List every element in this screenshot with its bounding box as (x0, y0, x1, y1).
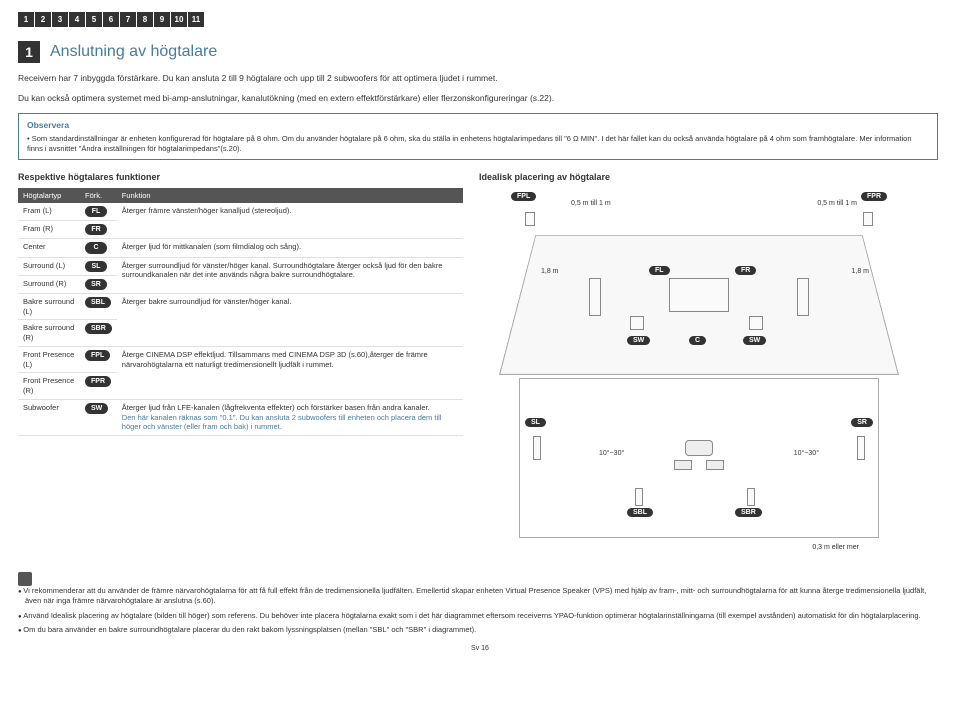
cell-type: Bakre surround (L) (18, 293, 80, 320)
nav-11[interactable]: 11 (188, 12, 204, 27)
cell-func: Återge CINEMA DSP effektljud. Tillsamman… (117, 346, 463, 399)
hint-icon (18, 572, 32, 586)
cell-func: Återger ljud för mittkanalen (som filmdi… (117, 239, 463, 257)
cell-func: Återger ljud från LFE-kanalen (lågfrekve… (117, 399, 463, 435)
nav-4[interactable]: 4 (69, 12, 85, 27)
placement-diagram: FPL FPR 0,5 m till 1 m 0,5 m till 1 m FL… (479, 188, 919, 558)
intro-p2: Du kan också optimera systemet med bi-am… (18, 93, 638, 105)
left-subtitle: Respektive högtalares funktioner (18, 172, 463, 182)
right-subtitle: Idealisk placering av högtalare (479, 172, 939, 182)
label-sl: SL (525, 418, 546, 427)
cell-type: Bakre surround (R) (18, 320, 80, 347)
abbr-badge: SL (85, 261, 107, 272)
page-nav: 1 2 3 4 5 6 7 8 9 10 11 (18, 12, 942, 27)
label-fpr: FPR (861, 192, 887, 201)
angle-r: 10°~30° (794, 450, 819, 457)
cell-type: Center (18, 239, 80, 257)
dist-side-l: 1,8 m (541, 268, 559, 275)
cell-func: Återger surroundljud för vänster/höger k… (117, 257, 463, 293)
footer-notes: Vi rekommenderar att du använder de främ… (18, 572, 938, 635)
label-c: C (689, 336, 706, 345)
dist-top-r: 0,5 m till 1 m (817, 200, 857, 207)
cell-type: Surround (R) (18, 275, 80, 293)
cell-type: Fram (R) (18, 221, 80, 239)
observera-title: Observera (27, 120, 929, 130)
cell-type: Front Presence (R) (18, 373, 80, 400)
label-sw-r: SW (743, 336, 766, 345)
label-sw-l: SW (627, 336, 650, 345)
abbr-badge: SR (85, 279, 107, 290)
label-fpl: FPL (511, 192, 536, 201)
angle-l: 10°~30° (599, 450, 624, 457)
th-func: Funktion (117, 188, 463, 203)
label-sr: SR (851, 418, 873, 427)
nav-2[interactable]: 2 (35, 12, 51, 27)
cell-type: Front Presence (L) (18, 346, 80, 373)
th-type: Högtalartyp (18, 188, 80, 203)
cell-type: Surround (L) (18, 257, 80, 275)
nav-5[interactable]: 5 (86, 12, 102, 27)
nav-7[interactable]: 7 (120, 12, 136, 27)
nav-1[interactable]: 1 (18, 12, 34, 27)
label-sbl: SBL (627, 508, 653, 517)
th-abbr: Förk. (80, 188, 117, 203)
observera-box: Observera Som standardinställningar är e… (18, 113, 938, 161)
footer-3: Om du bara använder en bakre surroundhög… (18, 625, 938, 635)
cell-func: Återger främre vänster/höger kanalljud (… (117, 203, 463, 239)
cell-func: Återger bakre surroundljud för vänster/h… (117, 293, 463, 346)
nav-6[interactable]: 6 (103, 12, 119, 27)
label-fr: FR (735, 266, 756, 275)
dist-side-r: 1,8 m (851, 268, 869, 275)
label-sbr: SBR (735, 508, 762, 517)
page-number: Sv 16 (18, 645, 942, 652)
abbr-badge: FL (85, 206, 107, 217)
cell-type: Subwoofer (18, 399, 80, 435)
intro-p1: Receivern har 7 inbyggda förstärkare. Du… (18, 73, 638, 85)
observera-text: Som standardinställningar är enheten kon… (27, 134, 929, 154)
speaker-table: Högtalartyp Förk. Funktion Fram (L) FL Åte… (18, 188, 463, 436)
abbr-badge: FR (85, 224, 107, 235)
abbr-badge: FPR (85, 376, 111, 387)
abbr-badge: SW (85, 403, 108, 414)
nav-8[interactable]: 8 (137, 12, 153, 27)
abbr-badge: C (85, 242, 107, 253)
abbr-badge: SBL (85, 297, 111, 308)
nav-9[interactable]: 9 (154, 12, 170, 27)
footer-1: Vi rekommenderar att du använder de främ… (18, 586, 938, 606)
section-title: Anslutning av högtalare (50, 43, 217, 61)
dist-top-l: 0,5 m till 1 m (571, 200, 611, 207)
cell-type: Fram (L) (18, 203, 80, 221)
label-fl: FL (649, 266, 670, 275)
section-header: 1 Anslutning av högtalare (18, 41, 942, 63)
footer-2: Använd Idealisk placering av högtalare (… (18, 611, 938, 621)
section-number: 1 (18, 41, 40, 63)
abbr-badge: SBR (85, 323, 112, 334)
dist-bottom: 0,3 m eller mer (812, 544, 859, 551)
abbr-badge: FPL (85, 350, 110, 361)
nav-3[interactable]: 3 (52, 12, 68, 27)
nav-10[interactable]: 10 (171, 12, 187, 27)
